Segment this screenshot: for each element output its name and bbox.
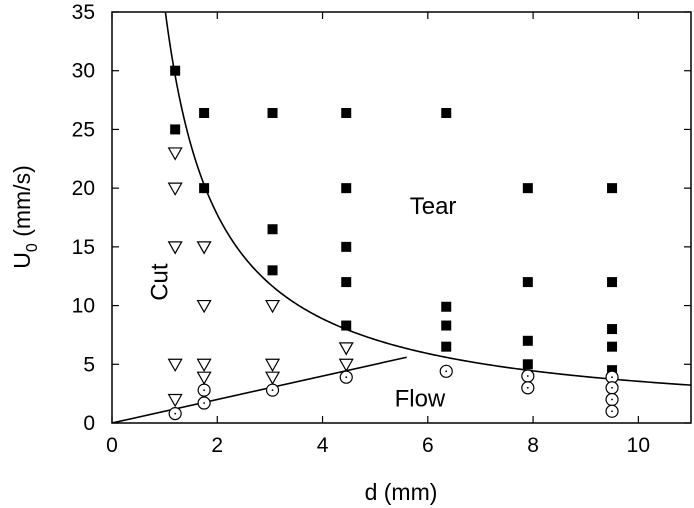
- flow-point-center: [526, 375, 529, 377]
- cut-point: [265, 371, 281, 385]
- flow-point-center: [203, 389, 206, 392]
- x-tick-label: 2: [211, 434, 223, 457]
- tear-point: [607, 183, 618, 194]
- tear-point: [267, 107, 278, 118]
- tear-point: [341, 241, 352, 252]
- flow-point-center: [203, 402, 206, 404]
- flow-point-center: [611, 398, 613, 401]
- y-tick-label: 10: [72, 295, 95, 318]
- y-tick-label: 30: [72, 60, 95, 83]
- cut-point: [196, 299, 212, 314]
- y-tick-label: 25: [72, 118, 95, 141]
- tear-point: [267, 224, 278, 235]
- tear-point: [522, 359, 533, 370]
- y-axis-title-unit: (mm/s): [9, 165, 35, 243]
- cut-point: [167, 241, 183, 255]
- tear-point: [607, 365, 618, 376]
- cut-point: [167, 358, 183, 373]
- x-tick-label: 8: [527, 434, 539, 457]
- tear-point: [607, 277, 618, 288]
- cut-point: [265, 299, 281, 314]
- cut-point: [196, 241, 212, 255]
- tear-point: [522, 183, 533, 194]
- tear-point: [341, 183, 352, 194]
- tear-point: [170, 65, 181, 76]
- region-label-flow: Flow: [395, 386, 446, 413]
- plot-frame: [111, 11, 692, 424]
- flow-point-center: [611, 376, 613, 379]
- cut-point: [338, 358, 354, 373]
- region-labels: Tear Flow Cut: [146, 193, 456, 413]
- flow-point-center: [271, 389, 274, 392]
- x-tick-label: 0: [106, 434, 118, 457]
- x-tick-label: 6: [422, 434, 434, 457]
- tear-point: [441, 107, 452, 118]
- cut-point: [196, 358, 212, 373]
- flow-point-center: [526, 386, 529, 389]
- cut-point: [167, 393, 183, 408]
- flow-point-center: [174, 412, 177, 415]
- cut-point: [265, 358, 281, 373]
- flow-point-center: [445, 370, 448, 373]
- tear-point: [199, 107, 210, 118]
- cut-point: [167, 147, 183, 161]
- tear-point: [199, 183, 210, 194]
- region-label-tear: Tear: [410, 193, 457, 220]
- flow-point-center: [345, 376, 348, 379]
- x-axis-title: d (mm): [365, 479, 438, 505]
- x-tick-label: 4: [317, 434, 329, 457]
- tear-point: [441, 320, 452, 331]
- tear-point: [607, 341, 618, 352]
- tear-point: [267, 265, 278, 276]
- tear-point: [341, 320, 352, 331]
- y-axis-title: U0 (mm/s): [9, 165, 41, 268]
- x-tick-label: 10: [627, 434, 650, 457]
- cut-point: [196, 371, 212, 385]
- y-axis-title-main: U: [9, 252, 35, 269]
- tear-point: [341, 277, 352, 288]
- tear-point: [341, 107, 352, 118]
- tear-point: [607, 324, 618, 335]
- y-tick-label: 15: [72, 236, 95, 259]
- y-tick-label: 5: [83, 353, 95, 376]
- region-label-cut: Cut: [146, 263, 173, 301]
- tear-point: [522, 277, 533, 288]
- flow-point-center: [611, 386, 613, 389]
- tear-point: [170, 124, 181, 135]
- flow-point-center: [611, 410, 613, 413]
- tear-point: [441, 341, 452, 352]
- tear-point: [441, 301, 452, 312]
- y-tick-label: 20: [72, 177, 95, 200]
- cut-tear-boundary-curve: [164, 12, 691, 386]
- tear-point: [522, 335, 533, 346]
- data-points: [167, 65, 619, 421]
- boundary-curves: [112, 12, 691, 423]
- flow-boundary-line: [112, 356, 407, 423]
- y-tick-label: 35: [72, 1, 95, 24]
- cut-point: [338, 342, 354, 356]
- y-tick-label: 0: [83, 412, 95, 435]
- cut-point: [167, 182, 183, 196]
- tick-labels: 0 2 4 6 8 10 0 5 10 15 20 25 30 35: [72, 1, 650, 457]
- y-axis-title-subscript: 0: [24, 243, 41, 252]
